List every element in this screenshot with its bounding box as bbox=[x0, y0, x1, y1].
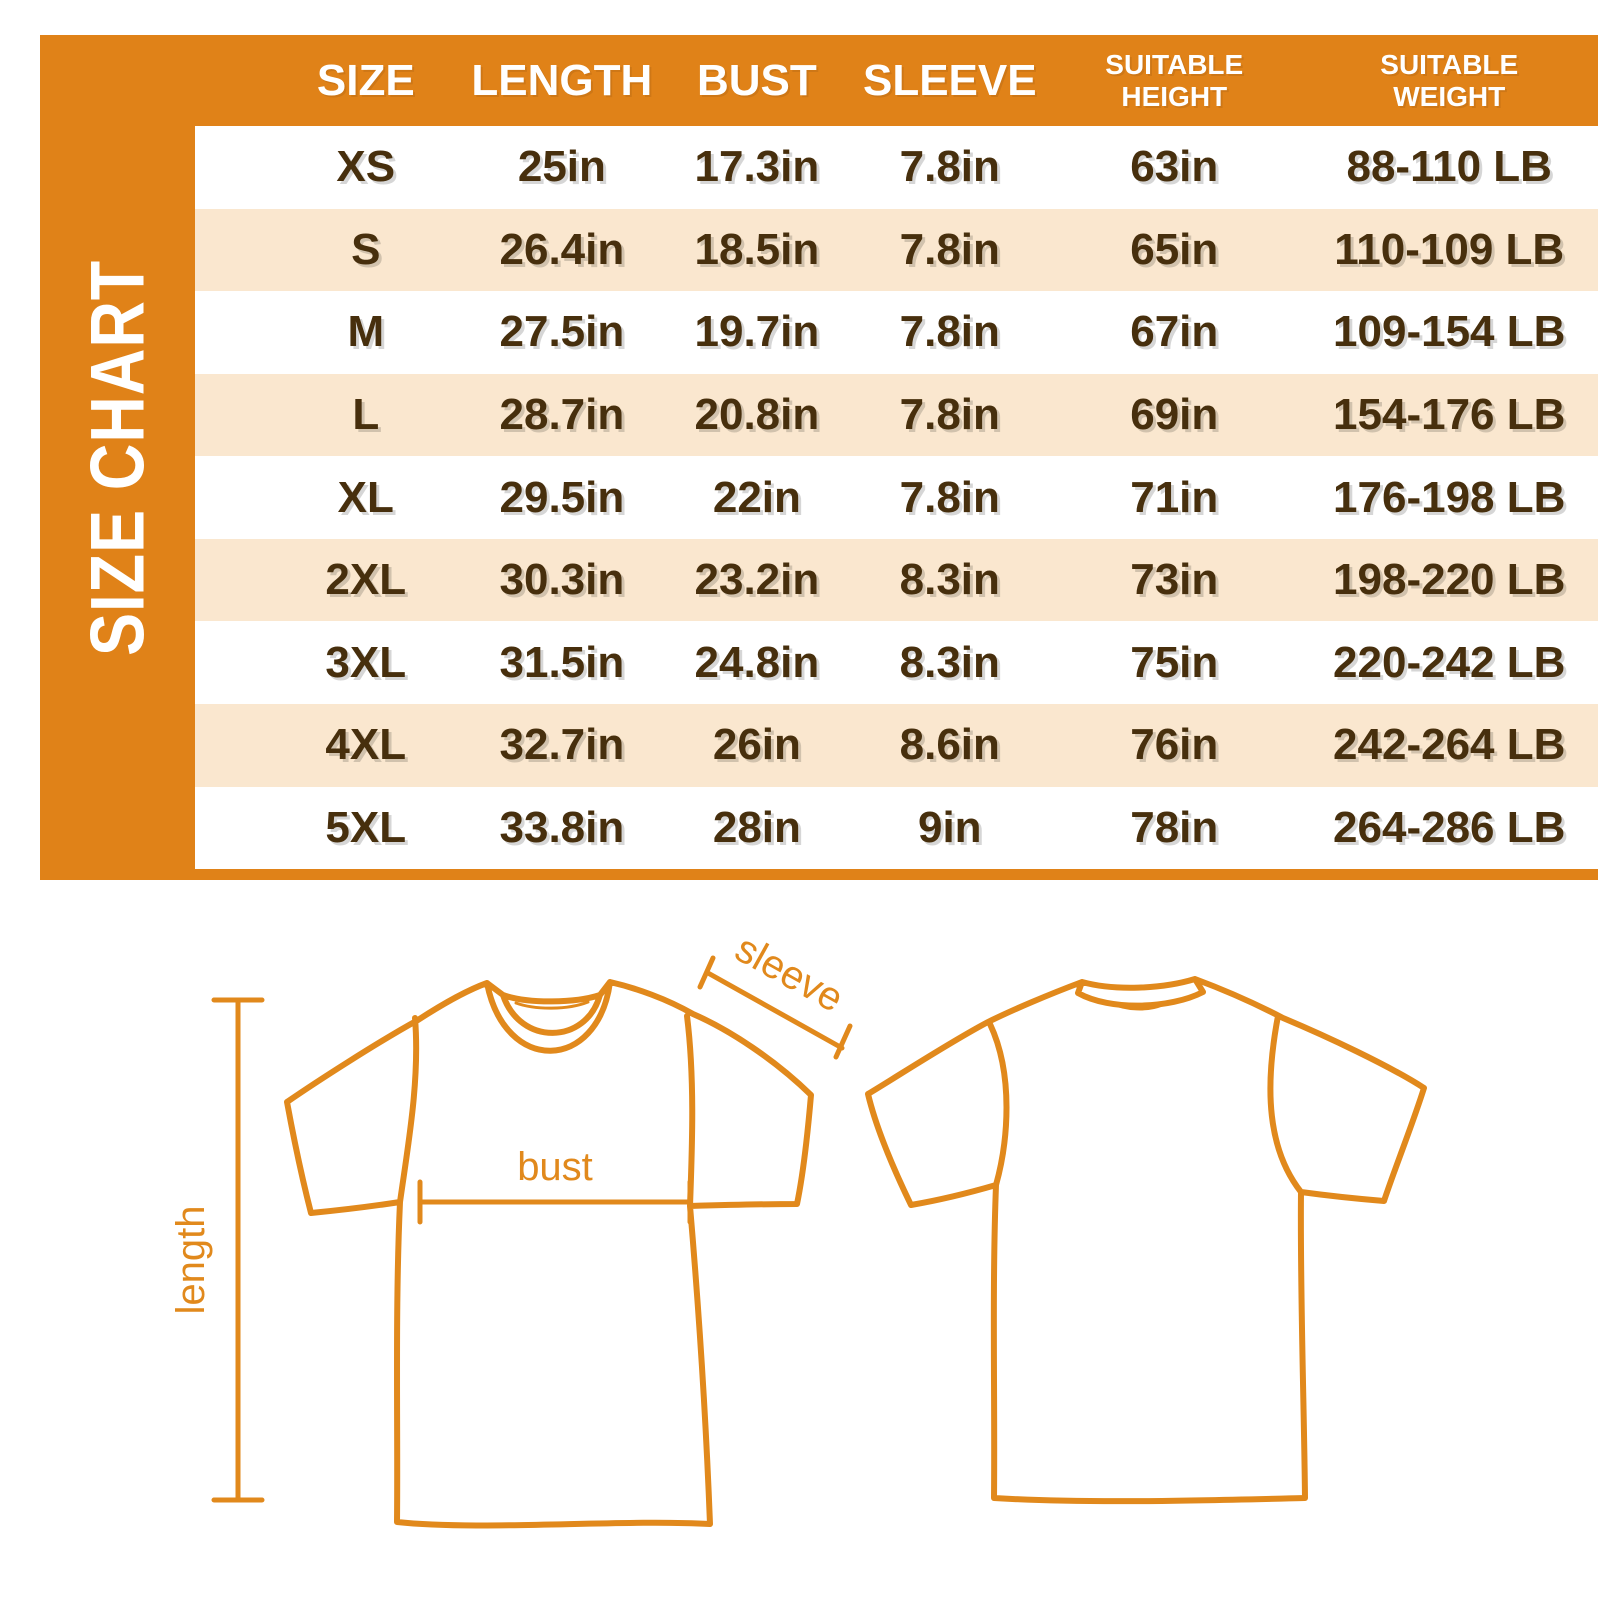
cell-size: S bbox=[351, 224, 381, 274]
cell-sleeve: 7.8in bbox=[899, 224, 1000, 274]
cell-height: 67in bbox=[1130, 307, 1219, 357]
cell-height: 76in bbox=[1130, 720, 1219, 770]
sleeve-dimension-line: sleeve bbox=[697, 930, 853, 1060]
table-row: 5XL 33.8in 28in 9in 78in 264-286 LB bbox=[195, 786, 1598, 870]
cell-sleeve: 9in bbox=[917, 802, 982, 852]
cell-bust: 22in bbox=[712, 472, 801, 522]
cell-bust: 26in bbox=[712, 720, 801, 770]
cell-sleeve: 7.8in bbox=[899, 307, 1000, 357]
cell-height: 75in bbox=[1130, 637, 1219, 687]
cell-weight: 110-109 LB bbox=[1334, 224, 1565, 274]
cell-length: 28.7in bbox=[499, 389, 625, 439]
size-table: SIZE LENGTH BUST SLEEVE SUITABLE HEIGHT … bbox=[195, 35, 1598, 870]
table-row: S 26.4in 18.5in 7.8in 65in 110-109 LB bbox=[195, 208, 1598, 292]
cell-bust: 23.2in bbox=[694, 555, 820, 605]
cell-length: 25in bbox=[517, 142, 606, 192]
front-collar-stitch bbox=[514, 1000, 590, 1010]
cell-length: 33.8in bbox=[499, 802, 625, 852]
tshirt-back-diagram bbox=[865, 976, 1427, 1505]
cell-length: 31.5in bbox=[499, 637, 625, 687]
bust-label: bust bbox=[517, 1145, 593, 1189]
cell-weight: 154-176 LB bbox=[1333, 389, 1566, 439]
cell-bust: 28in bbox=[712, 802, 801, 852]
column-header-suitable-weight: SUITABLE WEIGHT bbox=[1380, 49, 1519, 112]
column-header-suitable-height: SUITABLE HEIGHT bbox=[1105, 49, 1244, 112]
column-header-sleeve: SLEEVE bbox=[862, 55, 1037, 105]
cell-weight: 176-198 LB bbox=[1333, 472, 1566, 522]
cell-bust: 19.7in bbox=[694, 307, 820, 357]
cell-weight: 109-154 LB bbox=[1333, 307, 1566, 357]
table-row: M 27.5in 19.7in 7.8in 67in 109-154 LB bbox=[195, 291, 1598, 374]
tshirt-front-outline bbox=[284, 979, 814, 1529]
bust-dimension-line: bust bbox=[417, 1145, 693, 1225]
length-line bbox=[211, 997, 265, 1503]
cell-size: 3XL bbox=[325, 637, 407, 687]
cell-size: 2XL bbox=[325, 555, 407, 605]
length-label: length bbox=[169, 1206, 213, 1315]
table-header-row: SIZE LENGTH BUST SLEEVE SUITABLE HEIGHT … bbox=[195, 35, 1598, 126]
cell-weight: 220-242 LB bbox=[1333, 637, 1566, 687]
cell-sleeve: 7.8in bbox=[899, 142, 1000, 192]
cell-sleeve: 8.6in bbox=[899, 720, 1000, 770]
cell-height: 65in bbox=[1130, 224, 1219, 274]
cell-weight: 88-110 LB bbox=[1346, 142, 1552, 192]
cell-size: 5XL bbox=[325, 802, 407, 852]
tshirt-front-diagram bbox=[284, 979, 814, 1529]
column-header-bust: BUST bbox=[696, 55, 817, 105]
table-row: 4XL 32.7in 26in 8.6in 76in 242-264 LB bbox=[195, 703, 1598, 787]
table-row: L 28.7in 20.8in 7.8in 69in 154-176 LB bbox=[195, 373, 1598, 457]
column-header-size: SIZE bbox=[316, 55, 415, 105]
table-row: 2XL 30.3in 23.2in 8.3in 73in 198-220 LB bbox=[195, 538, 1598, 622]
cell-height: 63in bbox=[1130, 142, 1219, 192]
cell-size: L bbox=[352, 389, 380, 439]
tshirt-back-outline bbox=[865, 976, 1427, 1505]
cell-height: 78in bbox=[1130, 802, 1219, 852]
cell-bust: 20.8in bbox=[694, 389, 820, 439]
cell-size: XS bbox=[336, 142, 396, 192]
cell-size: XL bbox=[337, 472, 394, 522]
cell-length: 26.4in bbox=[499, 224, 625, 274]
sleeve-label: sleeve bbox=[728, 930, 850, 1021]
cell-sleeve: 8.3in bbox=[899, 637, 1000, 687]
cell-length: 32.7in bbox=[499, 720, 625, 770]
length-dimension-line: length bbox=[169, 997, 265, 1503]
cell-height: 71in bbox=[1130, 472, 1219, 522]
cell-bust: 18.5in bbox=[694, 224, 820, 274]
cell-sleeve: 8.3in bbox=[899, 555, 1000, 605]
cell-sleeve: 7.8in bbox=[899, 389, 1000, 439]
bust-line bbox=[417, 1179, 693, 1225]
sleeve-line bbox=[697, 955, 853, 1060]
cell-length: 30.3in bbox=[499, 555, 625, 605]
cell-height: 69in bbox=[1130, 389, 1219, 439]
page-title: SIZE CHART bbox=[75, 259, 160, 656]
cell-height: 73in bbox=[1130, 555, 1219, 605]
size-chart-frame: SIZE CHART SIZE LENGTH BUST SLEEVE SUITA… bbox=[40, 35, 1598, 880]
cell-weight: 198-220 LB bbox=[1333, 555, 1566, 605]
cell-length: 29.5in bbox=[499, 472, 625, 522]
table-row: XL 29.5in 22in 7.8in 71in 176-198 LB bbox=[195, 456, 1598, 539]
cell-length: 27.5in bbox=[499, 307, 625, 357]
cell-weight: 242-264 LB bbox=[1333, 720, 1566, 770]
back-collar-stitch bbox=[1110, 1001, 1164, 1011]
cell-size: M bbox=[347, 307, 385, 357]
sidebar: SIZE CHART bbox=[40, 35, 195, 880]
cell-bust: 17.3in bbox=[694, 142, 820, 192]
cell-weight: 264-286 LB bbox=[1333, 802, 1566, 852]
cell-bust: 24.8in bbox=[694, 637, 820, 687]
table-row: 3XL 31.5in 24.8in 8.3in 75in 220-242 LB bbox=[195, 621, 1598, 704]
cell-sleeve: 7.8in bbox=[899, 472, 1000, 522]
measurement-diagram: length bust sleeve bbox=[169, 930, 1427, 1529]
table-row: XS 25in 17.3in 7.8in 63in 88-110 LB bbox=[195, 126, 1598, 209]
column-header-length: LENGTH bbox=[471, 55, 653, 105]
cell-size: 4XL bbox=[325, 720, 407, 770]
